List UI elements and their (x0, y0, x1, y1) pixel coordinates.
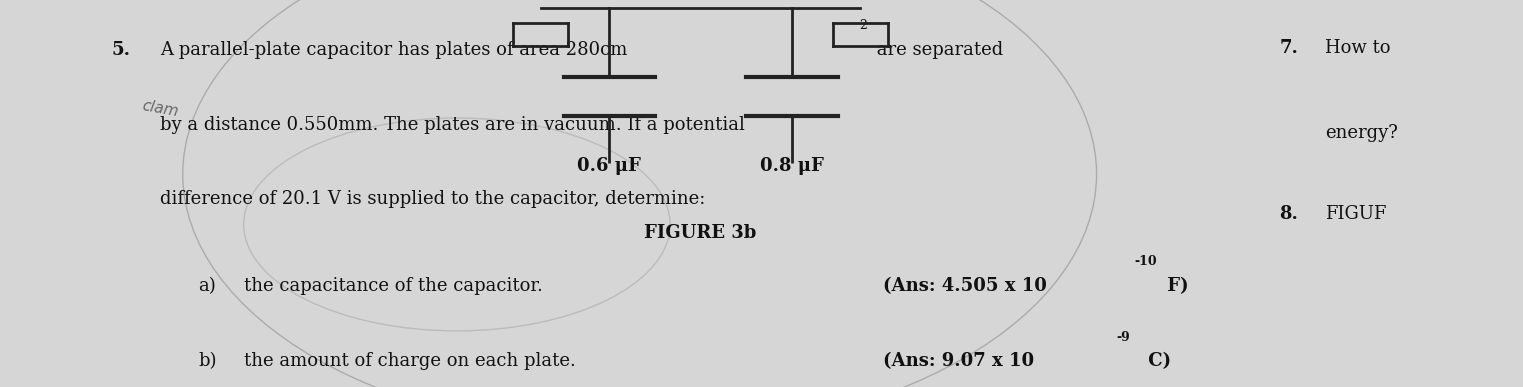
Text: energy?: energy? (1325, 124, 1398, 142)
Text: 0.6 μF: 0.6 μF (577, 157, 641, 175)
Text: by a distance 0.550mm. The plates are in vacuum. If a potential: by a distance 0.550mm. The plates are in… (160, 116, 745, 134)
Text: FIGURE 3b: FIGURE 3b (644, 224, 757, 243)
Text: b): b) (198, 352, 216, 370)
Text: (Ans: 4.505 x 10: (Ans: 4.505 x 10 (883, 277, 1048, 295)
Text: clam: clam (140, 98, 180, 119)
Text: C): C) (1142, 352, 1171, 370)
Text: (Ans: 9.07 x 10: (Ans: 9.07 x 10 (883, 352, 1034, 370)
Text: 2: 2 (859, 19, 867, 33)
Text: a): a) (198, 277, 216, 295)
Text: 7.: 7. (1279, 39, 1298, 57)
Text: difference of 20.1 V is supplied to the capacitor, determine:: difference of 20.1 V is supplied to the … (160, 190, 705, 208)
Text: 5.: 5. (111, 41, 129, 59)
Text: the amount of charge on each plate.: the amount of charge on each plate. (244, 352, 576, 370)
Text: 0.8 μF: 0.8 μF (760, 157, 824, 175)
Text: -9: -9 (1116, 331, 1130, 344)
Text: the capacitance of the capacitor.: the capacitance of the capacitor. (244, 277, 542, 295)
Text: A parallel-plate capacitor has plates of area 280cm: A parallel-plate capacitor has plates of… (160, 41, 627, 59)
Text: 8.: 8. (1279, 205, 1298, 223)
Text: How to: How to (1325, 39, 1390, 57)
Text: F): F) (1161, 277, 1188, 295)
Text: -10: -10 (1135, 255, 1157, 269)
Text: FIGUF: FIGUF (1325, 205, 1386, 223)
Text: are separated: are separated (871, 41, 1004, 59)
